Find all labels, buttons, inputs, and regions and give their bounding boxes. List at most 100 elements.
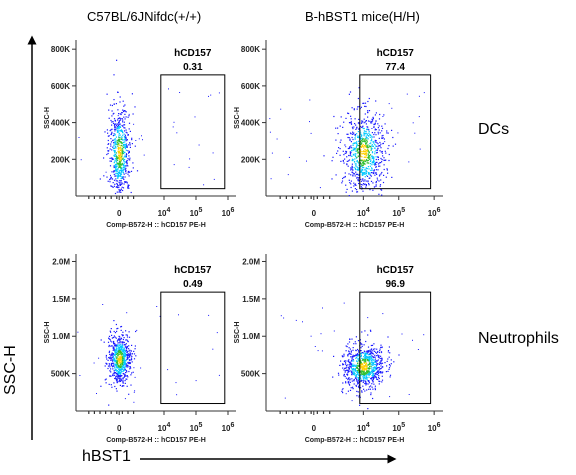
cell-event — [123, 376, 125, 378]
cell-event — [365, 143, 367, 145]
cell-event — [371, 357, 373, 359]
cell-event — [388, 153, 390, 156]
cell-event — [349, 363, 351, 365]
cell-event — [366, 374, 368, 376]
cell-event — [366, 175, 369, 177]
cell-event — [360, 186, 362, 188]
cell-event — [213, 178, 215, 180]
cell-event — [361, 173, 363, 176]
cell-event — [357, 386, 360, 388]
cell-event — [363, 159, 366, 161]
cell-event — [366, 133, 368, 135]
cell-event — [120, 369, 122, 371]
cell-event — [124, 110, 126, 112]
cell-event — [348, 93, 350, 95]
cell-event — [357, 355, 359, 357]
cell-event — [352, 373, 355, 375]
cell-event — [362, 369, 364, 371]
cell-event — [382, 134, 384, 137]
cell-event — [120, 142, 122, 144]
cell-event — [113, 382, 115, 384]
cell-event — [380, 351, 383, 353]
cell-event — [280, 315, 282, 317]
cell-event — [126, 366, 128, 368]
cell-event — [120, 183, 122, 185]
cell-event — [100, 385, 102, 387]
cell-event — [120, 356, 122, 358]
cell-event — [353, 148, 355, 151]
cell-event — [119, 162, 121, 164]
cell-event — [376, 177, 378, 179]
cell-event — [344, 172, 346, 174]
cell-event — [122, 121, 124, 123]
cell-event — [379, 380, 381, 383]
cell-event — [372, 374, 374, 376]
cell-event — [122, 381, 124, 383]
cell-event — [126, 363, 128, 365]
cell-event — [374, 375, 376, 377]
cell-event — [381, 346, 383, 349]
cell-event — [122, 378, 124, 380]
cell-event — [344, 144, 346, 146]
gate-rectangle — [160, 291, 226, 405]
cell-event — [121, 349, 123, 351]
cell-event — [375, 365, 377, 367]
cell-event — [378, 363, 381, 365]
cell-event — [363, 367, 365, 369]
cell-event — [119, 123, 121, 125]
cell-event — [362, 138, 364, 140]
cell-event — [119, 175, 121, 177]
cell-event — [123, 360, 125, 362]
cell-event — [378, 377, 380, 380]
cell-event — [104, 131, 106, 133]
cell-event — [120, 346, 122, 348]
cell-event — [372, 189, 374, 191]
cell-event — [125, 161, 127, 163]
cell-event — [394, 143, 397, 145]
cell-event — [77, 331, 79, 333]
cell-event — [348, 179, 350, 181]
cell-event — [363, 122, 365, 124]
cell-event — [361, 126, 363, 128]
cell-event — [362, 125, 364, 127]
cell-event — [372, 117, 374, 120]
cell-event — [363, 134, 365, 136]
cell-event — [119, 336, 121, 338]
cell-event — [375, 149, 377, 151]
cell-event — [373, 147, 376, 149]
cell-event — [115, 147, 117, 149]
cell-event — [269, 118, 271, 120]
cell-event — [408, 161, 410, 163]
cell-event — [367, 380, 369, 382]
cell-event — [122, 365, 124, 367]
cell-event — [350, 167, 352, 169]
cell-event — [377, 123, 379, 125]
cell-event — [114, 374, 116, 376]
cell-event — [372, 359, 374, 361]
cell-event — [376, 179, 379, 181]
cell-event — [343, 176, 345, 179]
cell-event — [371, 168, 373, 170]
cell-event — [371, 147, 373, 150]
cell-event — [358, 169, 360, 171]
cell-event — [374, 129, 376, 131]
cell-event — [370, 372, 372, 374]
cell-event — [119, 137, 121, 139]
cell-event — [118, 117, 120, 120]
cell-event — [362, 146, 364, 148]
cell-event — [371, 167, 373, 169]
cell-event — [117, 358, 120, 360]
cell-event — [121, 124, 123, 127]
cell-event — [121, 385, 123, 387]
cell-event — [389, 365, 391, 367]
cell-event — [364, 148, 366, 151]
cell-event — [375, 361, 377, 363]
cell-event — [344, 370, 346, 372]
cell-event — [358, 142, 360, 145]
cell-event — [348, 366, 351, 368]
cell-event — [368, 132, 370, 134]
cell-event — [349, 182, 351, 184]
cell-event — [339, 365, 341, 366]
cell-event — [115, 369, 117, 371]
cell-event — [369, 373, 371, 375]
